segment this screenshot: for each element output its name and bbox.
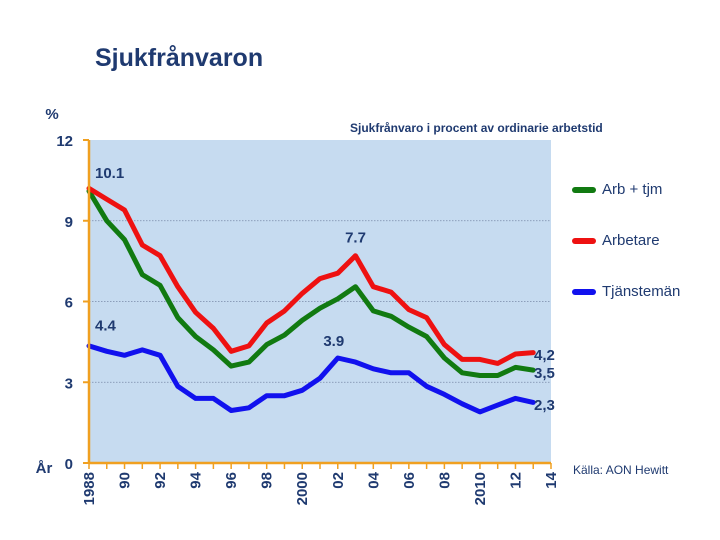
series-line-0: [86, 188, 536, 378]
source-note: Källa: AON Hewitt: [573, 463, 669, 477]
y-tick-label: 12: [56, 133, 73, 150]
x-tick-label: 14: [543, 471, 560, 488]
x-tick-label: 94: [188, 471, 205, 488]
legend: Arb + tjm Arbetare Tjänstemän: [572, 164, 680, 317]
legend-swatch: [572, 186, 596, 193]
y-tick-label: 3: [65, 375, 73, 392]
end-value-label: 4,2: [534, 347, 555, 364]
data-label: 10.1: [95, 165, 124, 182]
axes: [83, 139, 552, 469]
y-tick-label: 0: [65, 456, 73, 473]
x-tick-label: 12: [507, 472, 524, 489]
x-tick-label: 92: [152, 472, 169, 489]
x-tick-label: 06: [401, 472, 418, 489]
legend-swatch: [572, 237, 596, 244]
x-tick-label: 02: [330, 472, 347, 489]
x-tick-label: 2000: [294, 472, 311, 505]
end-value-label: 3,5: [534, 365, 555, 382]
x-tick-label: 1988: [81, 472, 98, 505]
page-title: Sjukfrånvaron: [95, 44, 264, 72]
legend-label: Arbetare: [602, 232, 660, 249]
legend-label: Arb + tjm: [602, 181, 663, 198]
grid-lines: [89, 220, 551, 383]
legend-item-arb-tjm: Arb + tjm: [572, 164, 680, 215]
data-label: 3.9: [323, 333, 344, 350]
legend-item-tjanstemen: Tjänstemän: [572, 266, 680, 317]
x-tick-label: 08: [436, 472, 453, 489]
series-lines: [86, 185, 536, 415]
y-tick-label: 6: [65, 295, 73, 312]
y-axis-title: %: [45, 106, 58, 123]
series-line-2: [86, 343, 536, 415]
legend-item-arbetare: Arbetare: [572, 215, 680, 266]
data-label: 7.7: [345, 230, 366, 247]
data-label: 4.4: [95, 318, 117, 335]
x-tick-label: 90: [117, 472, 134, 489]
legend-swatch: [572, 288, 596, 295]
x-tick-label: 96: [223, 472, 240, 489]
x-tick-label: 04: [365, 471, 382, 488]
chart-subtitle: Sjukfrånvaro i procent av ordinarie arbe…: [350, 121, 603, 135]
x-axis-title: År: [36, 460, 53, 477]
chart-labels: 0 3 6 9 12 1988 90 92 94 96 98 2000 02 04 06 08 2010 12 14…: [36, 106, 560, 505]
legend-label: Tjänstemän: [602, 283, 681, 300]
y-tick-label: 9: [65, 214, 73, 231]
end-value-label: 2,3: [534, 397, 555, 414]
x-tick-label: 2010: [472, 472, 489, 505]
series-line-1: [86, 185, 536, 366]
x-tick-label: 98: [259, 472, 276, 489]
